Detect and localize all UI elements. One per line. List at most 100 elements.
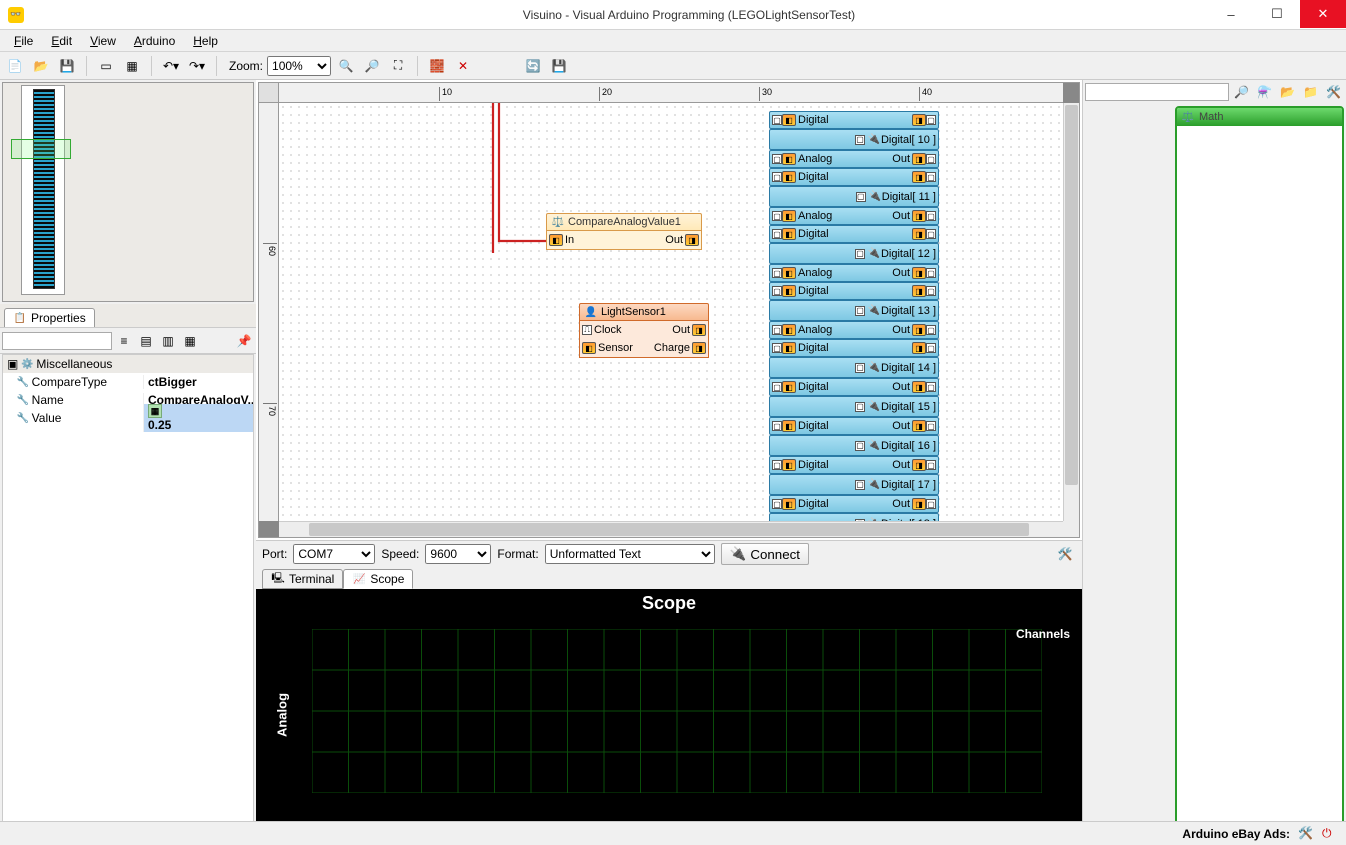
speed-select[interactable]: 9600	[425, 544, 491, 564]
props-btn-4[interactable]: ▦	[180, 331, 200, 351]
sensor-icon: 👤	[584, 305, 598, 319]
status-power-icon[interactable]: ⏻	[1322, 826, 1338, 842]
board-row[interactable]: ▢◧ AnalogOut ◨▢	[769, 321, 939, 339]
menu-edit[interactable]: Edit	[43, 32, 80, 50]
board-row[interactable]: ▢◧ DigitalOut ◨▢	[769, 417, 939, 435]
properties-filter-input[interactable]	[2, 332, 112, 350]
board-row[interactable]: ▢◧ Digital◨▢	[769, 111, 939, 129]
toolbox-sort-button[interactable]: ⚗️	[1254, 81, 1275, 103]
board-row[interactable]: ▢◧ DigitalOut ◨▢	[769, 495, 939, 513]
upload-button[interactable]: 🔄	[522, 55, 544, 77]
component-light-sensor[interactable]: 👤 LightSensor1 ⎍ ClockOut ◨◧ SensorCharg…	[579, 303, 709, 358]
toolbox-settings-button[interactable]: 🛠️	[1323, 81, 1344, 103]
component-title: LightSensor1	[601, 306, 666, 318]
zoom-out-button[interactable]: 🔎	[361, 55, 383, 77]
toolbox-search-input[interactable]	[1085, 83, 1229, 101]
serial-tools-button[interactable]: 🛠️	[1054, 543, 1076, 565]
app-icon: 👓	[8, 7, 24, 23]
board-row[interactable]: ▢🔌 Digital[ 15 ]	[769, 396, 939, 417]
board-row[interactable]: ▢◧ Digital◨▢	[769, 282, 939, 300]
scrollbar-thumb[interactable]	[1065, 105, 1078, 485]
menu-file[interactable]: File	[6, 32, 41, 50]
scope-xticks	[312, 795, 1042, 809]
save-button[interactable]: 💾	[56, 55, 78, 77]
format-select[interactable]: Unformatted Text	[545, 544, 715, 564]
redo-button[interactable]: ↷▾	[186, 55, 208, 77]
maximize-button[interactable]: ☐	[1254, 0, 1300, 28]
board-row[interactable]: ▢◧ Digital◨▢	[769, 168, 939, 186]
props-pin-button[interactable]: 📌	[234, 331, 254, 351]
board-row[interactable]: ▢◧ AnalogOut ◨▢	[769, 264, 939, 282]
grid-button[interactable]: ▦	[121, 55, 143, 77]
board-row[interactable]: ▢◧ AnalogOut ◨▢	[769, 150, 939, 168]
main: 📋 Properties ≡ ▤ ▥ ▦ 📌 ▣ ⚙️Miscellaneous…	[0, 80, 1346, 840]
property-row[interactable]: 🔧CompareTypectBigger	[3, 373, 253, 391]
zoom-fit-button[interactable]: ⛶	[387, 55, 409, 77]
close-button[interactable]: ✕	[1300, 0, 1346, 28]
board-row[interactable]: ▢◧ DigitalOut ◨▢	[769, 456, 939, 474]
delete-button[interactable]: ✕	[452, 55, 474, 77]
board-row[interactable]: ▢🔌 Digital[ 17 ]	[769, 474, 939, 495]
scrollbar-horizontal[interactable]	[279, 521, 1063, 537]
menu-help[interactable]: Help	[185, 32, 226, 50]
tab-terminal[interactable]: 🖳Terminal	[262, 569, 343, 589]
status-tools-icon[interactable]: 🛠️	[1298, 826, 1314, 842]
toolbar: 📄 📂 💾 ▭ ▦ ↶▾ ↷▾ Zoom: 100% 🔍 🔎 ⛶ 🧱 ✕ 🔄 💾	[0, 52, 1346, 80]
group-button[interactable]: 🧱	[426, 55, 448, 77]
board-row[interactable]: ▢🔌 Digital[ 14 ]	[769, 357, 939, 378]
pin-label: In	[565, 234, 574, 246]
overview-panel[interactable]	[2, 82, 254, 302]
scope-area: Scope Analog Samples Channels	[256, 589, 1082, 840]
speed-label: Speed:	[381, 547, 419, 561]
build-button[interactable]: 💾	[548, 55, 570, 77]
props-btn-2[interactable]: ▤	[136, 331, 156, 351]
board-row[interactable]: ▢🔌 Digital[ 18 ]	[769, 513, 939, 521]
properties-toolbar: ≡ ▤ ▥ ▦ 📌	[0, 328, 256, 354]
connect-button[interactable]: 🔌 Connect	[721, 543, 809, 565]
open-button[interactable]: 📂	[30, 55, 52, 77]
canvas-wrap: 10203040 6070 ⚖️ CompareAnalogValue1 ◧ I…	[258, 82, 1080, 538]
statusbar: Arduino eBay Ads: 🛠️ ⏻	[0, 821, 1346, 845]
board-row[interactable]: ▢◧ Digital◨▢	[769, 339, 939, 357]
zoom-in-button[interactable]: 🔍	[335, 55, 357, 77]
scrollbar-thumb[interactable]	[309, 523, 1029, 536]
board-row[interactable]: ▢◧ DigitalOut ◨▢	[769, 378, 939, 396]
toolbox-collapse-button[interactable]: 📁	[1300, 81, 1321, 103]
props-group[interactable]: ▣ ⚙️Miscellaneous	[3, 355, 253, 373]
math-label: Math	[1199, 111, 1223, 123]
minimize-button[interactable]: –	[1208, 0, 1254, 28]
board-row[interactable]: ▢🔌 Digital[ 13 ]	[769, 300, 939, 321]
props-btn-1[interactable]: ≡	[114, 331, 134, 351]
board-row[interactable]: ▢🔌 Digital[ 10 ]	[769, 129, 939, 150]
serial-bar: Port: COM7 Speed: 9600 Format: Unformatt…	[256, 541, 1082, 567]
property-row[interactable]: 🔧Value▦ 0.25	[3, 409, 253, 427]
zoom-label: Zoom:	[229, 59, 263, 73]
connect-icon: 🔌	[730, 546, 747, 562]
canvas[interactable]: ⚖️ CompareAnalogValue1 ◧ In Out ◨ 👤 Ligh…	[279, 103, 1063, 521]
board-row[interactable]: ▢🔌 Digital[ 16 ]	[769, 435, 939, 456]
zoom-select[interactable]: 100%	[267, 56, 331, 76]
undo-button[interactable]: ↶▾	[160, 55, 182, 77]
toolbox-expand-button[interactable]: 📂	[1277, 81, 1298, 103]
toolbox-search-button[interactable]: 🔎	[1231, 81, 1252, 103]
select-button[interactable]: ▭	[95, 55, 117, 77]
ruler-horizontal: 10203040	[279, 83, 1063, 103]
tab-scope[interactable]: 📈Scope	[343, 569, 413, 589]
ruler-vertical: 6070	[259, 103, 279, 521]
board-row[interactable]: ▢◧ Digital◨▢	[769, 225, 939, 243]
scrollbar-vertical[interactable]	[1063, 103, 1079, 521]
props-btn-3[interactable]: ▥	[158, 331, 178, 351]
menu-arduino[interactable]: Arduino	[126, 32, 183, 50]
board-row[interactable]: ▢🔌 Digital[ 11 ]	[769, 186, 939, 207]
arduino-board[interactable]: ▢◧ Digital◨▢▢🔌 Digital[ 10 ]▢◧ AnalogOut…	[769, 111, 939, 521]
board-row[interactable]: ▢◧ AnalogOut ◨▢	[769, 207, 939, 225]
menu-view[interactable]: View	[82, 32, 124, 50]
overview-viewport[interactable]	[11, 139, 71, 159]
scope-title: Scope	[256, 593, 1082, 614]
new-button[interactable]: 📄	[4, 55, 26, 77]
board-row[interactable]: ▢🔌 Digital[ 12 ]	[769, 243, 939, 264]
compare-icon: ⚖️	[551, 215, 565, 229]
properties-tab[interactable]: 📋 Properties	[4, 308, 95, 327]
port-select[interactable]: COM7	[293, 544, 375, 564]
component-compare[interactable]: ⚖️ CompareAnalogValue1 ◧ In Out ◨	[546, 213, 702, 250]
